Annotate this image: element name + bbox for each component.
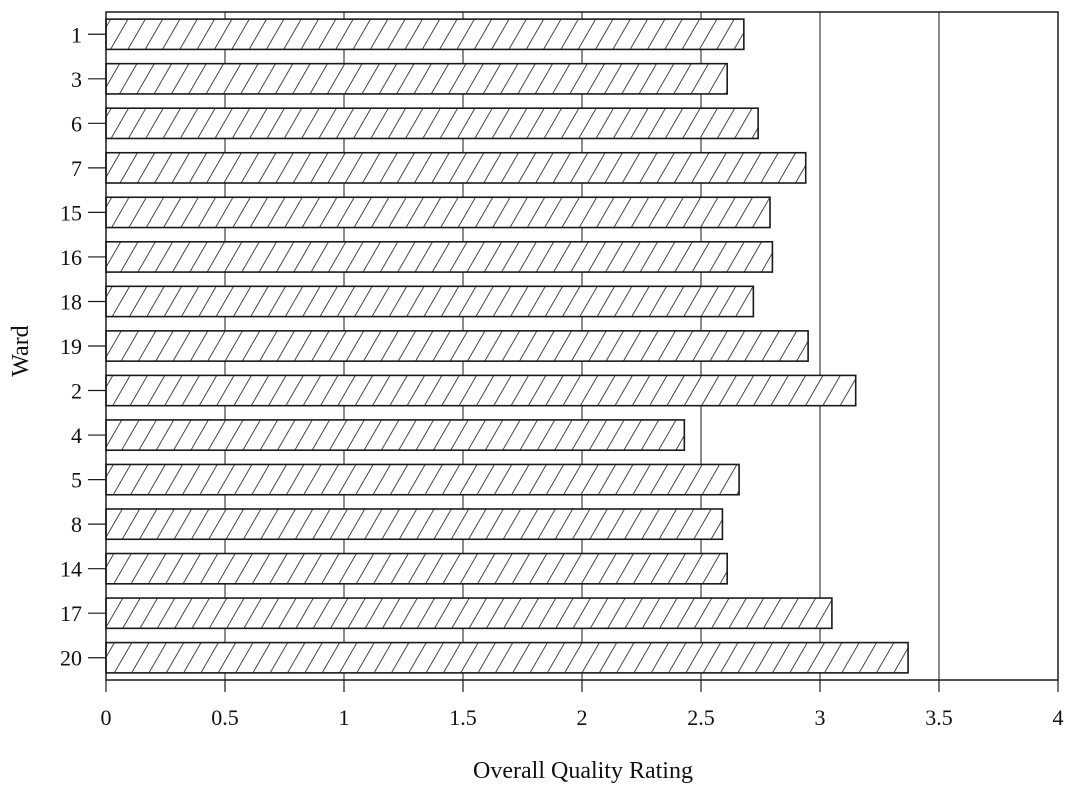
x-tick-label: 2.5 bbox=[687, 705, 715, 730]
x-tick-label: 3 bbox=[815, 705, 826, 730]
bar-ward-8 bbox=[105, 508, 724, 541]
y-tick-label: 3 bbox=[71, 67, 82, 92]
y-tick-label: 15 bbox=[60, 200, 82, 225]
x-tick-label: 0 bbox=[101, 705, 112, 730]
bar-ward-15 bbox=[105, 196, 771, 229]
y-tick-label: 4 bbox=[71, 423, 82, 448]
y-tick-label: 5 bbox=[71, 468, 82, 493]
y-axis-ticks: 1 3 6 7 15 16 18 19 2 4 5 8 14 17 20 bbox=[60, 22, 106, 671]
y-tick-label: 1 bbox=[71, 22, 82, 47]
bar-ward-14 bbox=[105, 552, 728, 585]
y-tick-label: 6 bbox=[71, 111, 82, 136]
y-tick-label: 2 bbox=[71, 379, 82, 404]
bar-ward-18 bbox=[105, 285, 755, 318]
bar-ward-17 bbox=[105, 597, 833, 630]
bar-ward-2 bbox=[105, 374, 857, 407]
y-tick-label: 14 bbox=[60, 557, 82, 582]
x-tick-label: 1 bbox=[339, 705, 350, 730]
x-axis-title: Overall Quality Rating bbox=[473, 758, 693, 784]
x-tick-label: 3.5 bbox=[925, 705, 953, 730]
bar-ward-20 bbox=[105, 641, 909, 674]
x-tick-label: 4 bbox=[1053, 705, 1064, 730]
y-tick-label: 17 bbox=[60, 601, 82, 626]
bar-ward-4 bbox=[105, 419, 686, 452]
bars bbox=[105, 18, 909, 674]
bar-ward-1 bbox=[105, 18, 745, 51]
x-axis-ticks: 0 0.5 1 1.5 2 2.5 3 3.5 4 bbox=[101, 680, 1064, 730]
bar-ward-5 bbox=[105, 463, 740, 496]
y-tick-label: 7 bbox=[71, 156, 82, 181]
y-tick-label: 16 bbox=[60, 245, 82, 270]
bar-ward-6 bbox=[105, 107, 759, 140]
bar-ward-19 bbox=[105, 330, 809, 362]
bar-ward-16 bbox=[105, 240, 774, 273]
y-tick-label: 20 bbox=[60, 646, 82, 671]
y-tick-label: 18 bbox=[60, 289, 82, 314]
y-axis-title: Ward bbox=[8, 325, 34, 376]
bar-ward-3 bbox=[105, 62, 728, 95]
x-tick-label: 2 bbox=[577, 705, 588, 730]
y-tick-label: 8 bbox=[71, 512, 82, 537]
bar-ward-7 bbox=[105, 151, 807, 184]
x-tick-label: 0.5 bbox=[211, 705, 239, 730]
y-tick-label: 19 bbox=[60, 334, 82, 359]
x-tick-label: 1.5 bbox=[449, 705, 477, 730]
